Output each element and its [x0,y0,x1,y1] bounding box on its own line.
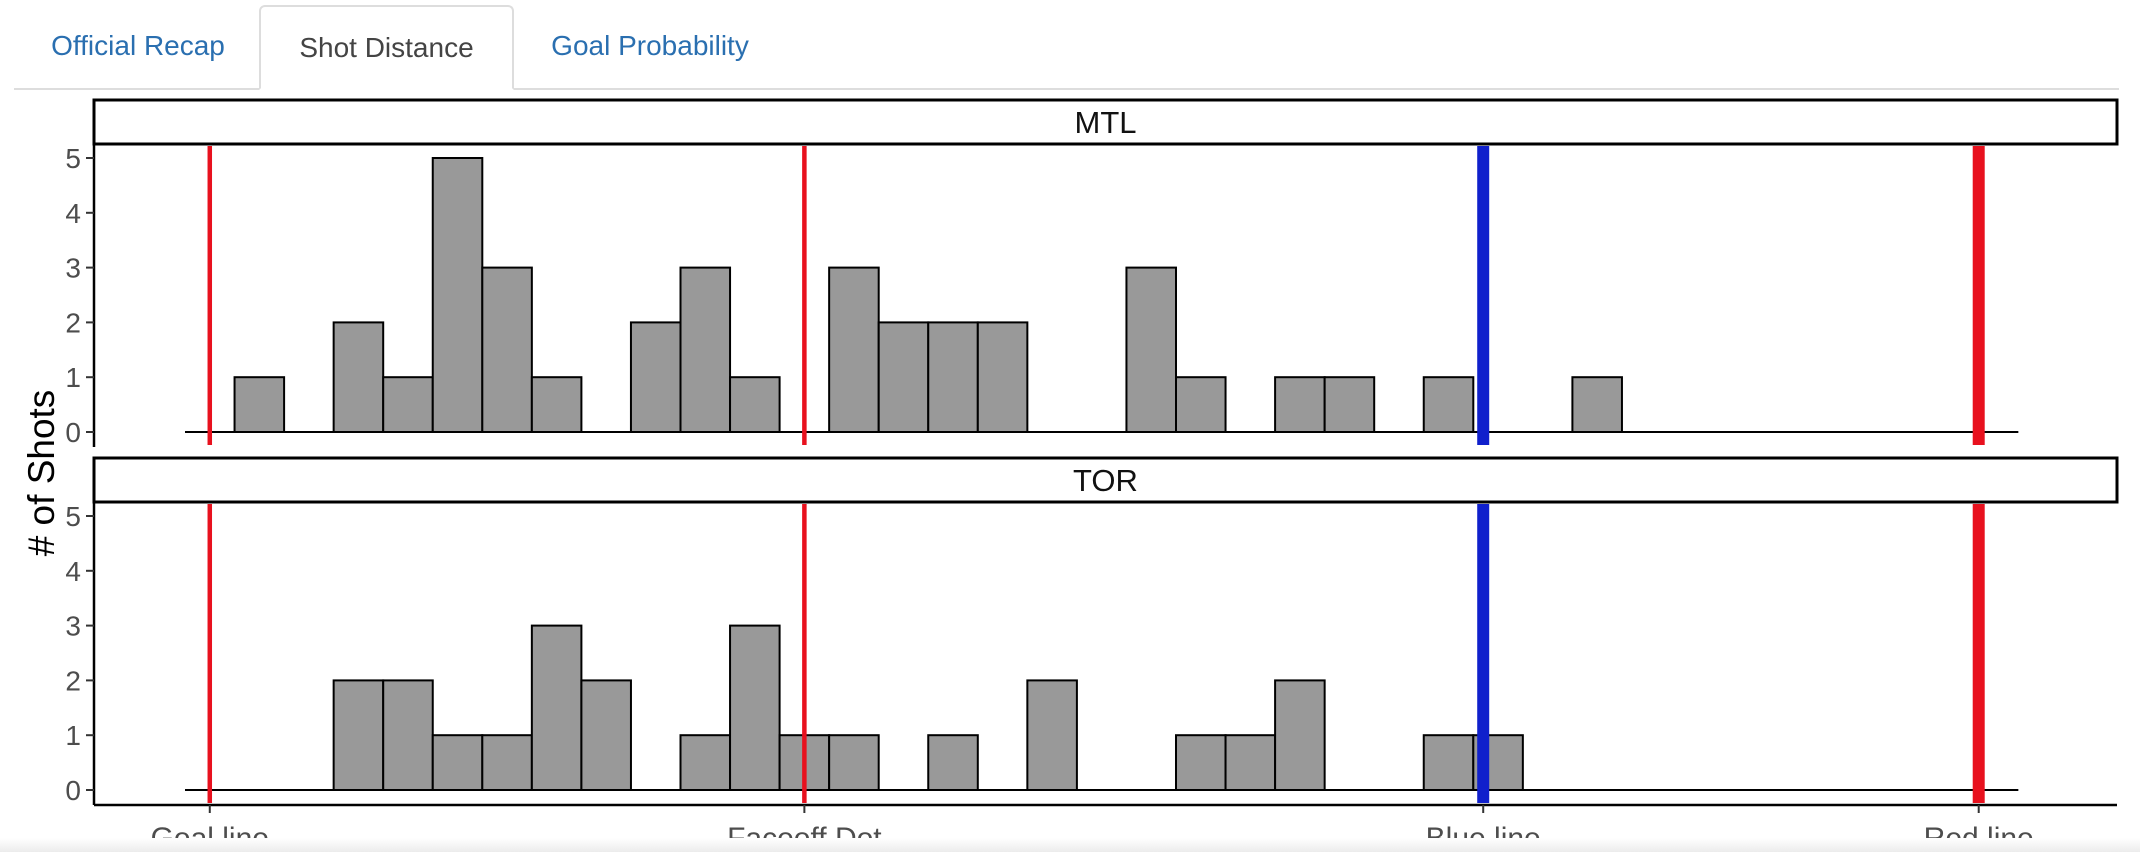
histogram-bar [1274,679,1326,792]
histogram-bar [481,734,533,792]
facet-label: MTL [1075,105,1137,140]
histogram-bar [332,321,385,433]
tab-official-recap[interactable]: Official Recap [51,30,225,61]
histogram-bar [431,734,484,792]
page-fade [0,838,2140,852]
histogram-bar [877,321,930,433]
y-tick-label: 0 [65,775,81,806]
histogram-bar [1571,376,1623,434]
histogram-bar [729,624,781,791]
histogram-bar [1323,376,1376,434]
histogram-bar [332,679,385,792]
y-tick-label: 1 [65,720,81,751]
histogram-bar [976,321,1029,433]
histogram-bar [629,321,682,433]
y-tick-label: 0 [65,417,81,448]
tab-bar: Official Recap Shot Distance Goal Probab… [14,0,2119,90]
histogram-bar [828,734,880,792]
y-tick-label: 3 [65,611,81,642]
y-tick-label: 5 [65,501,81,532]
histogram-bar [382,679,434,792]
histogram-bar [530,376,583,434]
y-tick-label: 2 [65,665,81,696]
tab-shot-distance[interactable]: Shot Distance [259,5,514,90]
histogram-bar [729,376,781,434]
y-axis-label: # of Shots [21,390,62,557]
y-tick-label: 1 [65,362,81,393]
histogram-bar [233,376,286,434]
histogram-bar [1224,734,1277,792]
histogram-bar [927,321,979,433]
y-tick-label: 4 [65,556,81,587]
histogram-bar [828,266,880,433]
y-tick-label: 4 [65,198,81,229]
histogram-bar [1175,734,1227,792]
histogram-bar [431,157,484,433]
facet-strip [92,456,2119,504]
histogram-bar [1274,376,1326,434]
histogram-bar [679,734,732,792]
y-tick-label: 5 [65,143,81,174]
histogram-bar [1125,266,1177,433]
histogram-bar [580,679,632,792]
histogram-bar [382,376,434,434]
histogram-bar [927,734,979,792]
histogram-bar [530,624,583,791]
histogram-bar [1026,679,1078,792]
y-tick-label: 3 [65,253,81,284]
facet-strip [92,98,2119,146]
histogram-bar [679,266,732,433]
histogram-bar [1422,734,1475,792]
tab-goal-probability[interactable]: Goal Probability [551,30,749,61]
y-tick-label: 2 [65,307,81,338]
histogram-bar [1175,376,1227,434]
histogram-bar [1422,376,1475,434]
facet-label: TOR [1073,463,1138,498]
histogram-bar [481,266,533,433]
